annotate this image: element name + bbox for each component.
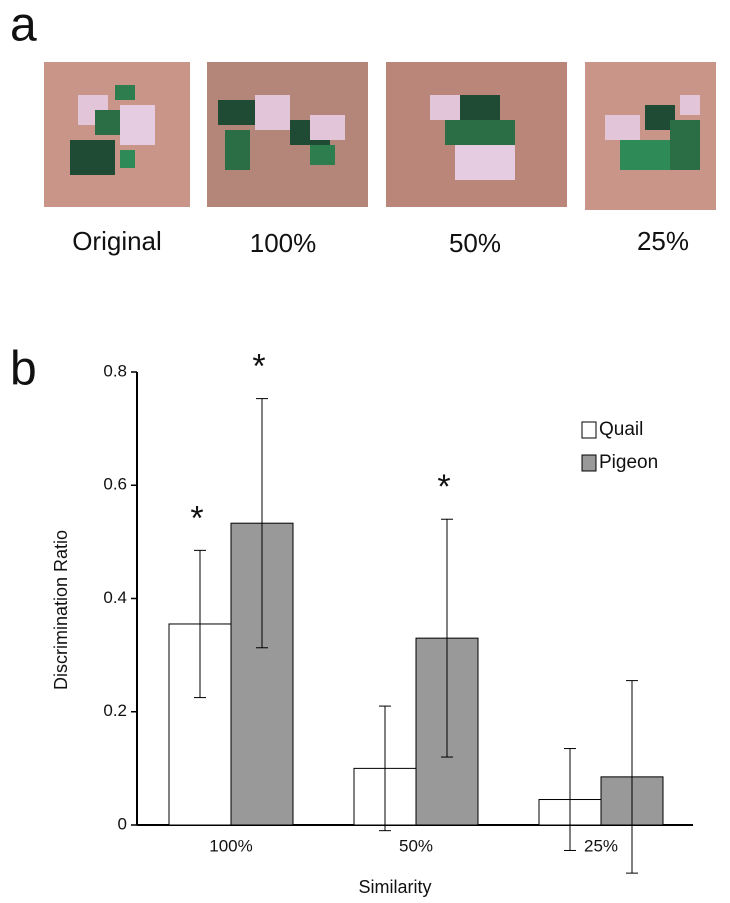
- y-tick-label: 0.2: [103, 701, 127, 720]
- y-tick-label: 0.6: [103, 475, 127, 494]
- photos: [44, 62, 716, 210]
- y-tick-label: 0: [118, 814, 127, 833]
- photo-caption: 100%: [250, 228, 317, 258]
- panel-label: a: [10, 0, 37, 52]
- legend-swatch: [582, 455, 596, 471]
- legend-swatch: [582, 422, 596, 438]
- legend-label: Pigeon: [599, 452, 658, 473]
- figure: a Original 100% 50% 25% b Similarity: [0, 0, 730, 903]
- x-tick-label: 25%: [584, 836, 618, 855]
- significance-marker: *: [252, 348, 265, 386]
- y-axis-label: Discrimination Ratio: [51, 530, 71, 690]
- photo-caption: 50%: [449, 228, 501, 258]
- x-axis-label: Similarity: [358, 877, 431, 897]
- significance-marker: *: [190, 499, 203, 537]
- significance-marker: *: [437, 468, 450, 506]
- photo-caption: 25%: [637, 226, 689, 256]
- x-tick-label: 50%: [399, 836, 433, 855]
- photo: [207, 62, 368, 207]
- y-tick-label: 0.4: [103, 588, 127, 607]
- y-tick-label: 0.8: [103, 361, 127, 380]
- photo: [44, 62, 190, 207]
- legend-label: Quail: [599, 419, 643, 440]
- panel-label: b: [10, 343, 37, 396]
- photo-caption: Original: [72, 226, 162, 256]
- photo: [585, 62, 716, 210]
- photo: [386, 62, 567, 207]
- x-tick-label: 100%: [209, 836, 252, 855]
